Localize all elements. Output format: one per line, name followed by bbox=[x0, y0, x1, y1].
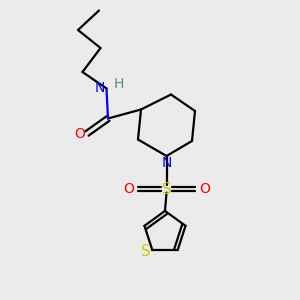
Text: O: O bbox=[74, 127, 85, 140]
Text: N: N bbox=[161, 156, 172, 170]
Text: S: S bbox=[162, 182, 172, 196]
Text: O: O bbox=[123, 182, 134, 196]
Text: S: S bbox=[141, 244, 151, 259]
Text: O: O bbox=[199, 182, 210, 196]
Text: H: H bbox=[114, 77, 124, 91]
Text: N: N bbox=[95, 82, 105, 95]
